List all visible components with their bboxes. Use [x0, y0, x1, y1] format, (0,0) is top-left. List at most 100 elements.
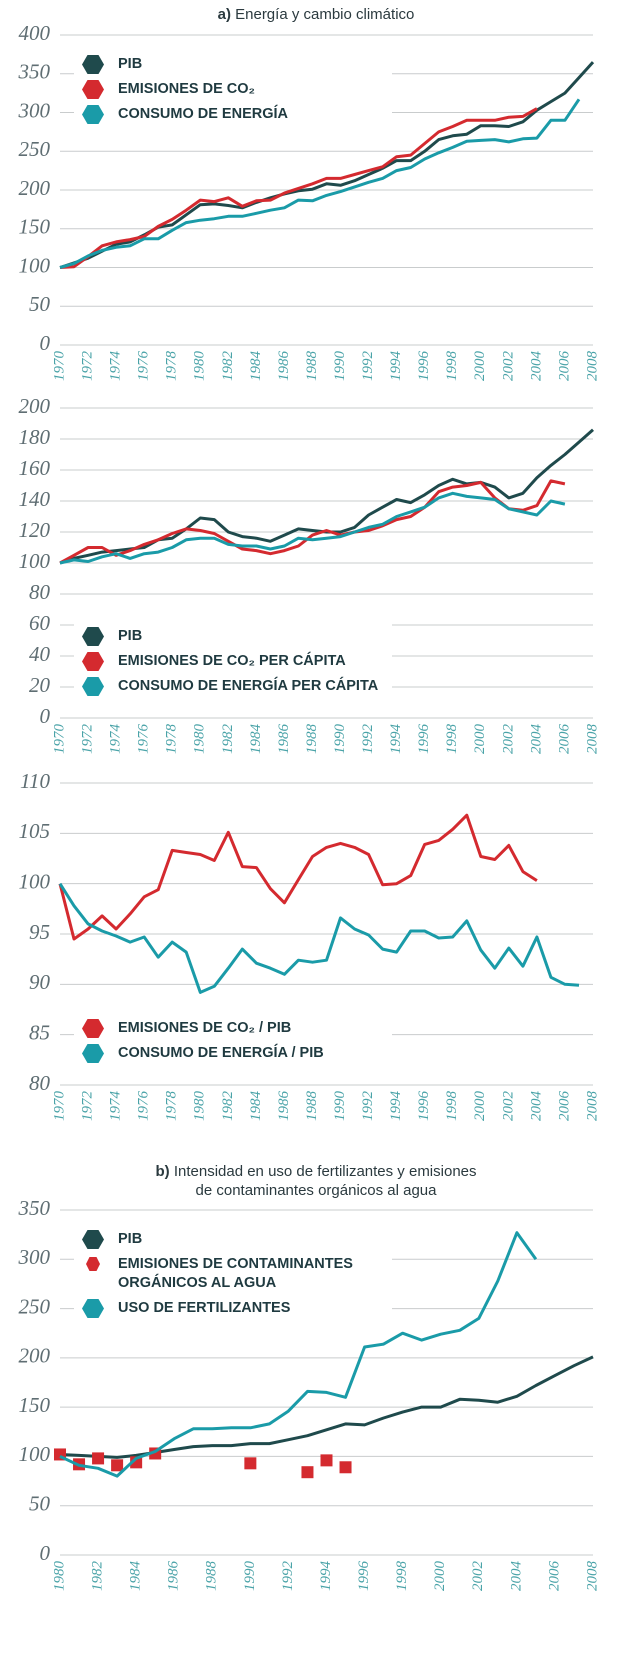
x-tick-label: 1984 [248, 351, 264, 382]
legend-marker [82, 1230, 104, 1249]
data-point [301, 1466, 314, 1479]
x-tick-label: 1972 [79, 1091, 95, 1122]
x-tick-label: 2000 [432, 1561, 448, 1592]
y-tick-label: 180 [19, 425, 51, 449]
x-tick-label: 1990 [332, 351, 348, 382]
legend-marker [82, 105, 104, 124]
y-tick-label: 50 [29, 1492, 51, 1516]
x-tick-label: 2000 [472, 724, 488, 755]
y-tick-label: 100 [19, 549, 51, 573]
legend-marker [82, 1019, 104, 1038]
y-tick-label: 85 [29, 1020, 50, 1044]
y-tick-label: 120 [19, 518, 51, 542]
x-tick-label: 1976 [136, 1091, 152, 1122]
data-line [58, 882, 580, 994]
y-tick-label: 300 [18, 1245, 51, 1269]
legend-marker [82, 677, 104, 696]
x-tick-label: 2004 [528, 724, 544, 755]
x-tick-label: 1974 [108, 1091, 124, 1122]
legend-item: CONSUMO DE ENERGÍA [82, 105, 382, 124]
x-tick-label: 2000 [472, 351, 488, 382]
x-tick-label: 1972 [79, 351, 95, 382]
x-tick-label: 1970 [51, 724, 67, 755]
legend-item: EMISIONES DE CONTAMINANTES ORGÁNICOS AL … [82, 1255, 382, 1293]
x-tick-label: 2008 [584, 1561, 600, 1592]
x-tick-label: 1998 [444, 351, 460, 382]
legend-item: EMISIONES DE CO₂ PER CÁPITA [82, 652, 382, 671]
y-tick-label: 350 [18, 60, 51, 84]
x-tick-label: 1988 [304, 1091, 320, 1122]
y-tick-label: 200 [19, 1344, 51, 1368]
chart-title: de contaminantes orgánicos al agua [196, 1182, 438, 1199]
data-line [58, 813, 538, 941]
x-tick-label: 1998 [394, 1561, 410, 1592]
legend-marker [82, 80, 104, 99]
x-tick-label: 2002 [500, 351, 516, 382]
x-tick-label: 1998 [444, 1091, 460, 1122]
panel-label: b) [155, 1163, 169, 1180]
y-tick-label: 250 [19, 137, 51, 161]
y-tick-label: 95 [29, 920, 50, 944]
x-tick-label: 1980 [192, 351, 208, 382]
data-line [59, 107, 538, 269]
data-point [111, 1459, 124, 1472]
legend-marker [86, 1257, 100, 1271]
y-tick-label: 105 [19, 819, 51, 843]
legend: PIB EMISIONES DE CO₂ PER CÁPITA CONSUMO DE… [74, 617, 392, 706]
x-tick-label: 1978 [164, 1091, 180, 1122]
x-tick-label: 1994 [388, 1091, 404, 1122]
x-tick-label: 2000 [472, 1091, 488, 1122]
y-tick-label: 100 [19, 869, 51, 893]
x-tick-label: 1982 [220, 1091, 236, 1122]
y-tick-label: 20 [29, 673, 51, 697]
x-tick-label: 1972 [79, 724, 95, 755]
x-tick-label: 1992 [360, 1091, 376, 1122]
chart-title: a) Energía y cambio climático [218, 6, 415, 23]
x-tick-label: 1992 [360, 724, 376, 755]
x-tick-label: 1998 [444, 724, 460, 755]
y-tick-label: 0 [40, 704, 51, 728]
legend: EMISIONES DE CO₂ / PIB CONSUMO DE ENERGÍA… [74, 1009, 392, 1073]
y-tick-label: 250 [19, 1294, 51, 1318]
legend-marker [82, 652, 104, 671]
x-tick-label: 1988 [304, 351, 320, 382]
x-tick-label: 1988 [204, 1561, 220, 1592]
x-tick-label: 1976 [136, 724, 152, 755]
y-tick-label: 90 [29, 970, 51, 994]
x-tick-label: 1976 [136, 351, 152, 382]
x-tick-label: 2004 [528, 351, 544, 382]
y-tick-label: 300 [18, 98, 51, 122]
data-point [92, 1452, 105, 1465]
data-line [59, 428, 594, 565]
y-tick-label: 160 [19, 456, 51, 480]
legend-label: PIB [118, 1231, 143, 1247]
legend: PIB EMISIONES DE CONTAMINANTES ORGÁNICOS … [74, 1220, 392, 1328]
legend-label: EMISIONES DE CONTAMINANTES ORGÁNICOS AL … [118, 1256, 353, 1291]
x-tick-label: 2006 [556, 724, 572, 755]
y-tick-label: 60 [29, 611, 51, 635]
title-text: Intensidad en uso de fertilizantes y emi… [174, 1163, 477, 1180]
x-tick-label: 1990 [332, 724, 348, 755]
x-tick-label: 1978 [164, 351, 180, 382]
legend-marker [82, 1299, 104, 1318]
x-tick-label: 1990 [242, 1561, 258, 1592]
title-text: Energía y cambio climático [235, 6, 414, 23]
data-point [339, 1461, 352, 1474]
legend-label: PIB [118, 628, 143, 644]
x-tick-label: 1994 [318, 1561, 334, 1592]
y-tick-label: 80 [29, 580, 51, 604]
x-tick-label: 1992 [280, 1561, 296, 1592]
x-tick-label: 1996 [416, 1091, 432, 1122]
y-tick-label: 350 [18, 1196, 51, 1220]
legend-label: PIB [118, 56, 143, 72]
x-tick-label: 2002 [500, 1091, 516, 1122]
legend-label: USO DE FERTILIZANTES [118, 1300, 291, 1316]
panel-label: a) [218, 6, 231, 23]
x-tick-label: 2004 [508, 1561, 524, 1592]
y-tick-label: 110 [20, 769, 50, 793]
data-line [59, 491, 566, 565]
x-tick-label: 1996 [416, 724, 432, 755]
y-tick-label: 0 [40, 1541, 51, 1565]
